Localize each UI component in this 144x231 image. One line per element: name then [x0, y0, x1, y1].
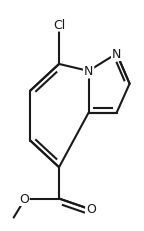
Text: O: O: [19, 192, 29, 205]
Text: N: N: [84, 65, 93, 78]
Text: Cl: Cl: [53, 18, 65, 31]
Text: O: O: [86, 203, 96, 216]
Text: N: N: [112, 48, 121, 61]
